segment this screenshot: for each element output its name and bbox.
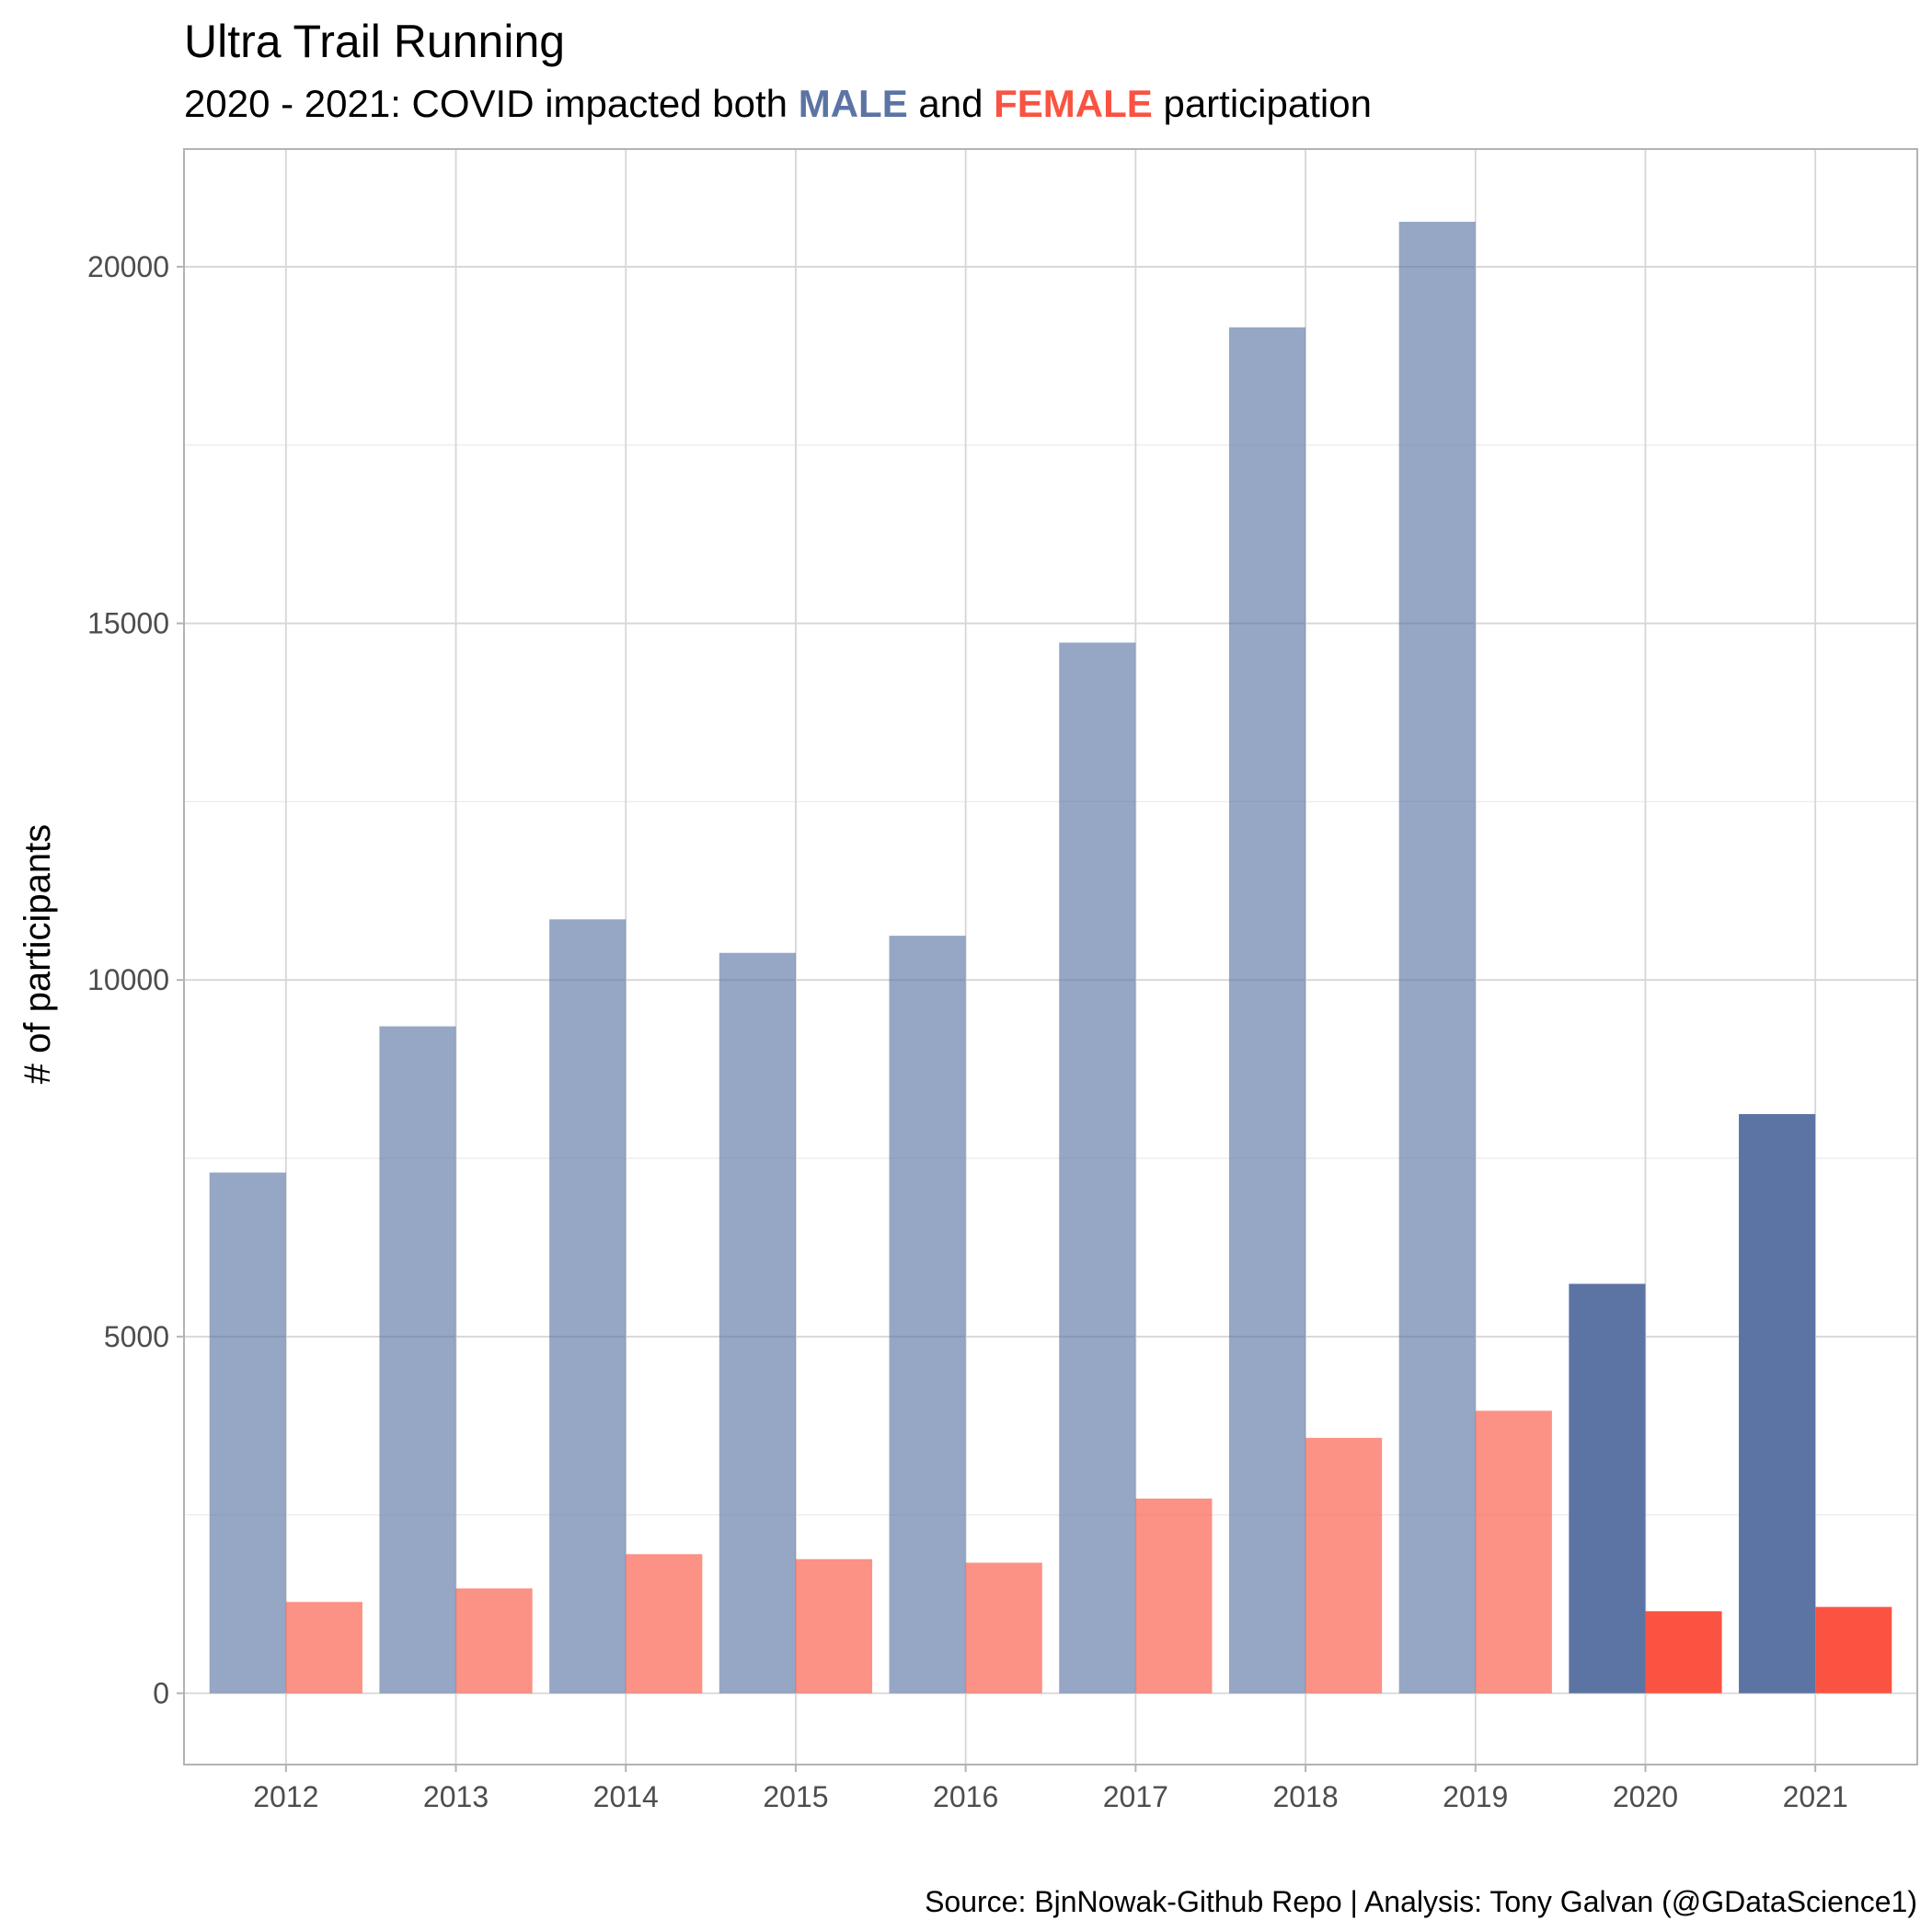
subtitle-middle: and	[908, 82, 994, 125]
bar-female-2015	[795, 1558, 873, 1694]
y-tick-label: 15000	[87, 607, 169, 640]
chart-subtitle: 2020 - 2021: COVID impacted both MALE an…	[184, 82, 1372, 125]
bar-female-2016	[965, 1562, 1042, 1694]
bar-female-2012	[285, 1602, 362, 1694]
chart-title-block: Ultra Trail Running 2020 - 2021: COVID i…	[184, 16, 1372, 125]
bar-female-2018	[1305, 1437, 1383, 1694]
y-axis-title: # of participants	[17, 824, 58, 1084]
subtitle-male-word: MALE	[799, 82, 908, 125]
panel-border	[183, 148, 1918, 1765]
x-tick-label: 2016	[933, 1780, 998, 1813]
bar-female-2021	[1815, 1606, 1892, 1694]
x-tick-label: 2017	[1103, 1780, 1168, 1813]
y-tick-label: 5000	[104, 1320, 169, 1353]
bar-male-2012	[209, 1172, 286, 1694]
y-tick-label: 20000	[87, 250, 169, 283]
bar-male-2017	[1059, 642, 1136, 1694]
bar-male-2016	[889, 936, 966, 1694]
y-tick-label: 0	[153, 1676, 169, 1709]
x-tick-label: 2019	[1443, 1780, 1508, 1813]
x-tick-label: 2012	[253, 1780, 318, 1813]
x-tick-label: 2014	[593, 1780, 659, 1813]
bar-female-2020	[1645, 1611, 1722, 1694]
bar-female-2014	[626, 1554, 703, 1694]
subtitle-suffix: participation	[1153, 82, 1372, 125]
y-tick-label: 10000	[87, 963, 169, 996]
chart-caption: Source: BjnNowak-Github Repo | Analysis:…	[925, 1885, 1917, 1918]
x-tick-label: 2018	[1272, 1780, 1338, 1813]
bar-male-2014	[549, 919, 627, 1694]
x-tick-label: 2020	[1613, 1780, 1678, 1813]
bar-female-2019	[1475, 1410, 1552, 1694]
bar-male-2019	[1398, 222, 1476, 1694]
subtitle-prefix: 2020 - 2021: COVID impacted both	[184, 82, 799, 125]
x-tick-label: 2015	[763, 1780, 828, 1813]
bar-male-2013	[379, 1026, 456, 1694]
x-tick-label: 2021	[1783, 1780, 1848, 1813]
bar-male-2020	[1569, 1283, 1646, 1694]
bar-male-2021	[1739, 1113, 1816, 1694]
bar-female-2013	[455, 1588, 533, 1694]
x-tick-label: 2013	[423, 1780, 489, 1813]
chart-title: Ultra Trail Running	[184, 16, 565, 67]
plot-area: 0 5000 10000 15000 20000 2012 2013 2014 2015 2016…	[87, 148, 1918, 1813]
bar-female-2017	[1135, 1498, 1213, 1694]
subtitle-female-word: FEMALE	[994, 82, 1153, 125]
bar-male-2015	[719, 952, 796, 1694]
bar-male-2018	[1228, 327, 1306, 1694]
